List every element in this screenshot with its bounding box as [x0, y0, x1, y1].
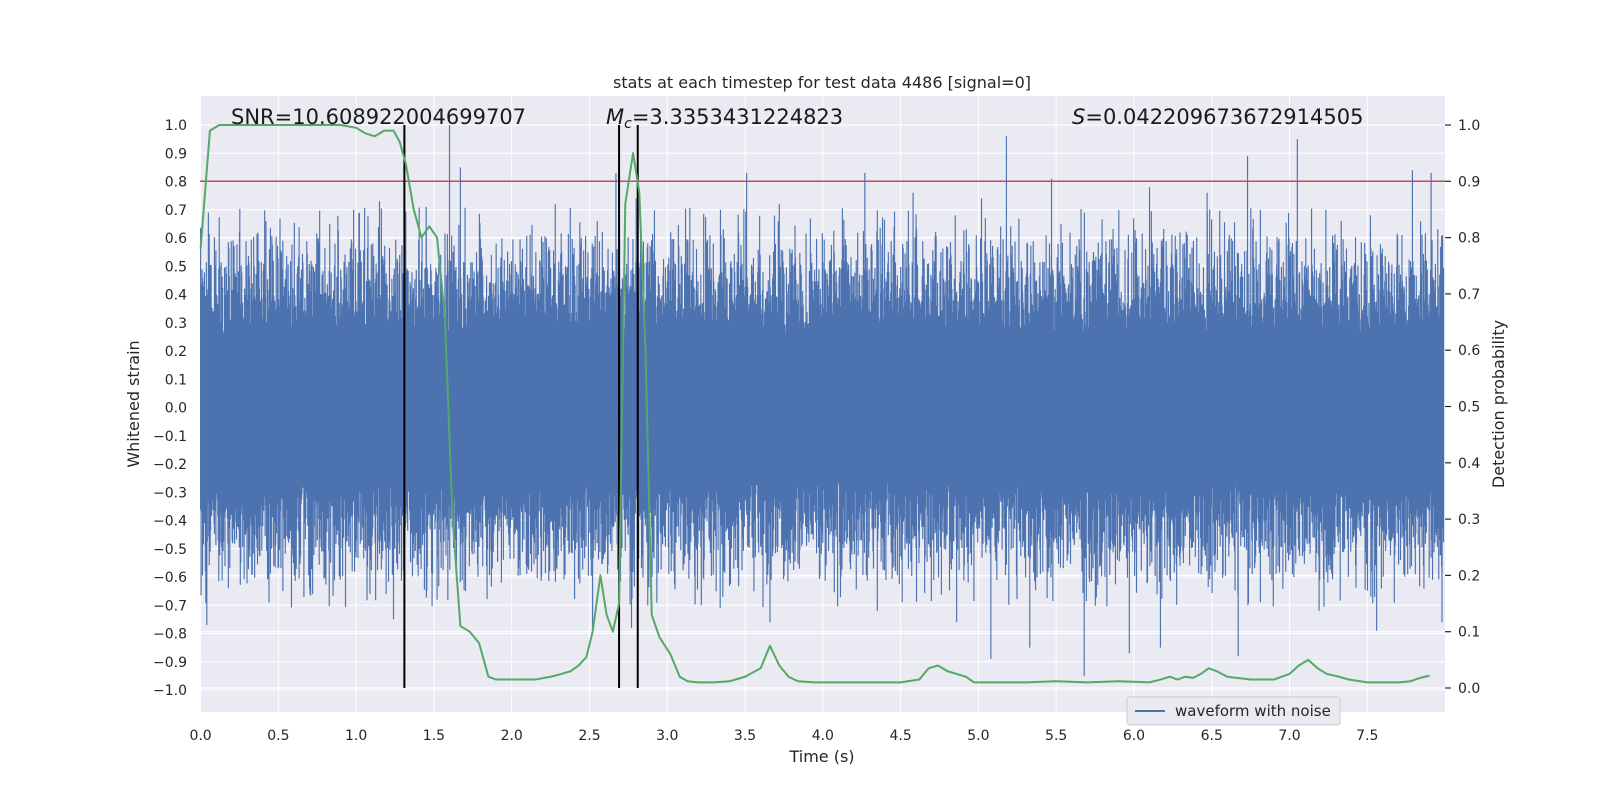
- y-left-tick-label: 0.6: [165, 231, 187, 247]
- x-tick-label: 3.5: [734, 728, 756, 744]
- chirp-mass-symbol: M: [606, 105, 624, 129]
- x-tick-label: 7.5: [1356, 728, 1378, 744]
- y-left-tick-label: −0.7: [153, 598, 187, 614]
- x-tick-label: 4.5: [889, 728, 911, 744]
- x-axis-label: Time (s): [788, 747, 854, 766]
- waveform-core-band: [200, 332, 1444, 483]
- y-left-tick-label: −0.6: [153, 570, 187, 586]
- y-left-axis-label: Whitened strain: [124, 340, 143, 467]
- x-tick-label: 4.0: [812, 728, 834, 744]
- y-left-tick-label: −0.9: [153, 655, 187, 671]
- y-right-tick-label: 0.5: [1458, 400, 1480, 416]
- y-left-tick-label: 0.5: [165, 259, 187, 275]
- y-right-tick-label: 0.1: [1458, 625, 1480, 641]
- y-left-axis-ticks: −1.0 −0.9 −0.8 −0.7 −0.6 −0.5 −0.4 −0.3 −0.2 −0.1…: [153, 118, 187, 699]
- x-tick-label: 2.0: [501, 728, 523, 744]
- x-tick-label: 3.0: [656, 728, 678, 744]
- y-right-axis-ticks: 0.0 0.1 0.2 0.3 0.4 0.5 0.6 0.7 0.8 0.9 1.0: [1445, 118, 1480, 697]
- y-left-tick-label: 0.4: [165, 288, 187, 304]
- x-tick-label: 1.0: [345, 728, 367, 744]
- y-right-tick-label: 0.0: [1458, 681, 1480, 697]
- chirp-mass-subscript: c: [624, 116, 632, 132]
- y-left-tick-label: 0.0: [165, 401, 187, 417]
- chirp-mass-annotation: Mc=3.3353431224823: [606, 105, 843, 132]
- y-left-tick-label: −0.5: [153, 542, 187, 558]
- y-left-tick-label: −0.8: [153, 627, 187, 643]
- snr-annotation: SNR=10.608922004699707: [231, 105, 526, 129]
- y-right-tick-label: 0.8: [1458, 231, 1480, 247]
- y-left-tick-label: 0.3: [165, 316, 187, 332]
- x-tick-label: 6.5: [1201, 728, 1223, 744]
- detection-probability-line: [199, 124, 1430, 684]
- x-tick-label: 5.5: [1045, 728, 1067, 744]
- legend-box: [1126, 696, 1341, 726]
- y-right-tick-label: 0.4: [1458, 456, 1480, 472]
- y-right-tick-label: 1.0: [1458, 118, 1480, 134]
- y-left-tick-label: 0.8: [165, 175, 187, 191]
- x-axis-ticks: 0.0 0.5 1.0 1.5 2.0 2.5 3.0 3.5 4.0 4.5 5.0 5.5 6.0 6…: [189, 728, 1378, 744]
- x-tick-label: 0.5: [267, 728, 289, 744]
- y-right-tick-label: 0.6: [1458, 343, 1480, 359]
- chirp-mass-value: =3.3353431224823: [632, 105, 843, 129]
- x-tick-label: 5.0: [967, 728, 989, 744]
- x-tick-label: 7.0: [1278, 728, 1300, 744]
- detection-probability-series: [199, 124, 1430, 684]
- x-tick-label: 2.5: [578, 728, 600, 744]
- legend: waveform with noise: [1126, 696, 1341, 726]
- waveform-series: [200, 125, 1445, 676]
- y-left-tick-label: 0.1: [165, 372, 187, 388]
- y-right-tick-label: 0.3: [1458, 512, 1480, 528]
- x-tick-label: 1.5: [423, 728, 445, 744]
- y-right-tick-label: 0.2: [1458, 568, 1480, 584]
- y-left-tick-label: 1.0: [165, 118, 187, 134]
- chart-title: stats at each timestep for test data 448…: [613, 73, 1031, 92]
- legend-label-waveform: waveform with noise: [1175, 702, 1331, 720]
- s-value: =0.042209673672914505: [1085, 105, 1363, 129]
- y-left-tick-label: −0.1: [153, 429, 187, 445]
- y-right-tick-label: 0.7: [1458, 287, 1480, 303]
- y-left-tick-label: −1.0: [153, 683, 187, 699]
- y-left-tick-label: −0.2: [153, 457, 187, 473]
- y-left-tick-label: 0.9: [165, 146, 187, 162]
- s-symbol: S: [1072, 105, 1085, 129]
- y-left-tick-label: 0.2: [165, 344, 187, 360]
- s-annotation: S=0.042209673672914505: [1072, 105, 1363, 129]
- y-right-tick-label: 0.9: [1458, 174, 1480, 190]
- y-left-tick-label: −0.4: [153, 514, 187, 530]
- x-tick-label: 0.0: [189, 728, 211, 744]
- y-left-tick-label: −0.3: [153, 485, 187, 501]
- y-left-tick-label: 0.7: [165, 203, 187, 219]
- y-right-axis-label: Detection probability: [1489, 320, 1508, 488]
- x-tick-label: 6.0: [1123, 728, 1145, 744]
